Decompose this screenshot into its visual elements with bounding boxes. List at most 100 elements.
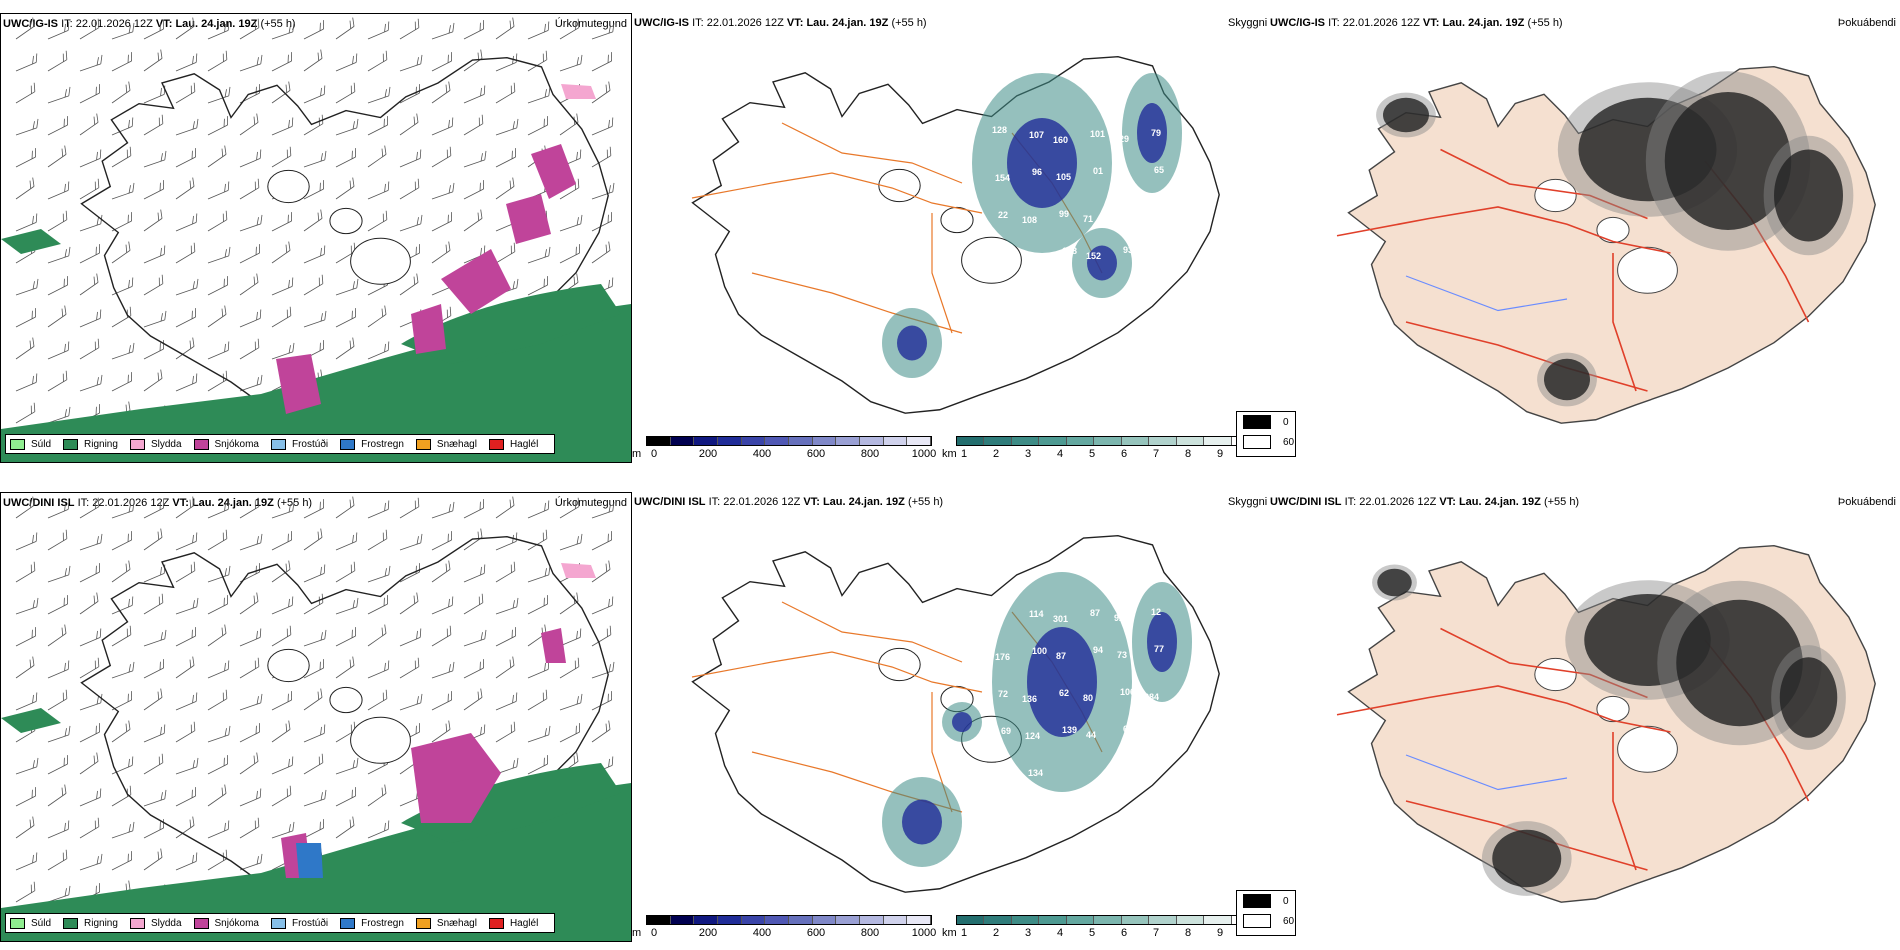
panel-title: UWC/DINI ISL IT: 22.01.2026 12Z VT: Lau.…	[1270, 496, 1580, 508]
visibility-title: Skyggni	[1228, 17, 1268, 29]
legend-swatch	[488, 438, 504, 450]
legend-swatch	[10, 438, 25, 450]
snow-area	[411, 304, 446, 354]
wind-barb	[335, 53, 358, 72]
wind-barb	[15, 177, 35, 200]
road	[1405, 321, 1648, 392]
wind-barb	[111, 720, 131, 743]
wind-barb	[303, 114, 324, 136]
wind-barb	[143, 150, 167, 168]
dense-fog-area	[1774, 149, 1843, 242]
wind-barb	[207, 86, 231, 104]
wind-barb	[111, 81, 131, 104]
wind-barb	[175, 627, 197, 647]
wind-barb	[15, 881, 36, 903]
wind-barb	[591, 22, 615, 40]
dense-fog-area	[1383, 97, 1429, 133]
wind-barb	[239, 54, 263, 72]
wind-barb	[175, 757, 199, 775]
wind-barb	[527, 246, 551, 264]
wind-barb	[143, 340, 165, 360]
wind-barb	[591, 241, 611, 264]
wind-barb	[591, 182, 615, 200]
wind-barb	[239, 723, 261, 743]
colorbar-tick: 6	[1120, 448, 1128, 460]
wind-barb	[207, 50, 228, 72]
river	[1405, 754, 1568, 791]
wind-barb	[111, 241, 131, 264]
visibility-map: 196 114 301 87 92 12 176 100 87 94 73 77 72 136 62 80 10…	[691, 534, 1220, 893]
wind-barb	[79, 18, 100, 40]
ceiling-label: 72	[1004, 295, 1014, 305]
fog-legend-row: 0	[1237, 412, 1295, 432]
wind-barb	[591, 531, 613, 551]
glacier-outline	[940, 206, 974, 234]
dense-fog-area	[1664, 92, 1792, 230]
wind-barb	[239, 693, 263, 711]
ceiling-label: 168	[1062, 246, 1077, 256]
legend-item: Snjókoma	[193, 438, 259, 450]
glacier-outline	[1596, 695, 1630, 723]
wind-barb	[175, 787, 197, 807]
legend-label: Snjókoma	[214, 438, 259, 450]
colorbar-tick: 1000	[911, 927, 937, 939]
wind-barb	[431, 661, 455, 679]
wind-barb	[207, 500, 230, 519]
legend-swatch	[10, 917, 25, 929]
wind-barb	[15, 757, 39, 775]
wind-barb	[47, 370, 68, 392]
wind-barb	[399, 628, 422, 647]
wind-barb	[111, 52, 133, 72]
fog-map	[1336, 65, 1876, 424]
ceiling-label: 106	[1120, 687, 1135, 697]
wind-barb	[303, 209, 323, 232]
wind-barb	[335, 118, 359, 136]
legend-item: Frostregn	[340, 917, 404, 929]
legend-label: Snjókoma	[214, 917, 259, 929]
wind-barb	[15, 308, 37, 328]
legend-item: Frostúði	[270, 438, 328, 450]
wind-barb	[79, 533, 103, 551]
glacier-outline	[1534, 657, 1577, 692]
colorbar-tick: 7	[1152, 448, 1160, 460]
fog-map	[1336, 544, 1876, 903]
legend-item: Rigning	[63, 438, 118, 450]
wind-barb	[559, 628, 582, 647]
wind-barb	[143, 629, 167, 647]
wind-barb	[591, 691, 613, 711]
wind-barb	[591, 81, 611, 104]
colorbar-tick: 6	[1120, 927, 1128, 939]
fog-legend-row: 0	[1237, 891, 1295, 911]
wind-barb	[239, 149, 262, 168]
wind-barb	[303, 274, 324, 296]
colorbar-tick: 400	[752, 448, 772, 460]
snow-area	[276, 354, 321, 414]
wind-barb	[463, 564, 486, 583]
visibility-panel-bottom: UWC/DINI ISL IT: 22.01.2026 12Z VT: Lau.…	[632, 492, 1268, 942]
wind-barb	[175, 177, 195, 200]
wind-barb	[47, 116, 69, 136]
wind-barb	[559, 693, 583, 711]
wind-barb	[591, 625, 612, 647]
wind-barb	[367, 86, 391, 104]
colorbar-tick: 8	[1184, 448, 1192, 460]
fog-legend: 0 60	[1236, 411, 1296, 457]
ceiling-colorbar: m 0 200 400 600 800 1000	[632, 436, 936, 470]
wind-barb	[495, 692, 518, 711]
wind-barb	[239, 338, 260, 360]
wind-barb	[143, 274, 164, 296]
ceiling-label: 24	[1004, 774, 1014, 784]
wind-barb	[111, 117, 134, 136]
colorbar-tick: 200	[698, 927, 718, 939]
wind-barb	[271, 146, 292, 168]
low-ceiling-area	[1147, 612, 1177, 672]
wind-barb	[271, 560, 291, 583]
wind-barb	[399, 592, 419, 615]
wind-barb	[239, 657, 260, 679]
ceiling-label: 80	[1083, 693, 1093, 703]
dense-fog-area	[1377, 568, 1412, 597]
fog-legend-swatch	[1243, 435, 1271, 449]
ceiling-label: 154	[995, 173, 1010, 183]
wind-barb	[175, 213, 198, 232]
wind-barb	[303, 180, 325, 200]
